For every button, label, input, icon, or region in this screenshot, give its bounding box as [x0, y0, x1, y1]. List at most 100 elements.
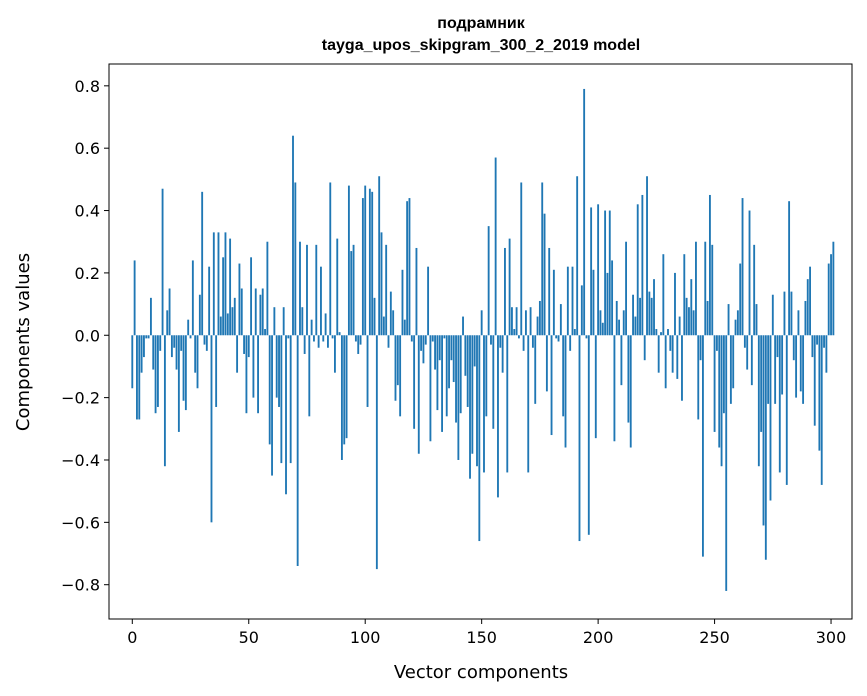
- bar-258: [732, 335, 735, 389]
- bar-21: [180, 335, 183, 351]
- bar-289: [804, 300, 807, 336]
- bar-218: [639, 297, 641, 336]
- y-tick-label: −0.2: [61, 389, 100, 408]
- bar-229: [664, 335, 667, 389]
- bar-193: [580, 285, 583, 336]
- bar-195: [585, 335, 588, 339]
- bar-292: [811, 335, 814, 358]
- bar-172: [531, 335, 534, 348]
- bar-105: [375, 335, 378, 570]
- bar-187: [566, 266, 569, 336]
- bar-265: [748, 210, 751, 336]
- bar-240: [690, 279, 693, 336]
- bar-59: [268, 335, 271, 445]
- bar-271: [762, 335, 765, 526]
- bar-205: [608, 210, 611, 336]
- bar-203: [604, 210, 607, 336]
- bar-191: [576, 176, 579, 336]
- bar-11: [156, 335, 159, 407]
- bar-253: [720, 335, 723, 467]
- bar-197: [590, 207, 593, 336]
- bar-90: [340, 335, 343, 460]
- bar-166: [518, 335, 520, 339]
- bar-137: [450, 335, 453, 361]
- bar-279: [781, 335, 784, 395]
- bar-266: [750, 335, 753, 386]
- bar-53: [254, 288, 257, 336]
- bar-262: [741, 198, 744, 336]
- x-tick-label: 150: [466, 628, 497, 647]
- y-tick-label: −0.4: [61, 451, 100, 470]
- bar-101: [366, 335, 369, 407]
- bar-5: [143, 335, 145, 358]
- bar-248: [708, 194, 711, 336]
- bar-162: [508, 238, 511, 336]
- bar-231: [669, 335, 672, 351]
- bar-190: [573, 329, 576, 336]
- y-tick-label: 0.8: [75, 77, 100, 96]
- bar-106: [378, 176, 381, 336]
- bar-209: [618, 319, 621, 336]
- bar-155: [492, 335, 495, 429]
- bar-102: [368, 188, 371, 336]
- bar-30: [201, 191, 204, 336]
- bar-244: [699, 335, 702, 361]
- bar-72: [299, 241, 301, 336]
- bar-212: [625, 241, 627, 336]
- bar-131: [436, 335, 439, 411]
- bar-149: [478, 335, 481, 542]
- bar-116: [401, 269, 404, 336]
- bar-54: [257, 335, 259, 414]
- bar-77: [310, 319, 313, 336]
- bar-202: [601, 322, 604, 336]
- bar-91: [343, 335, 346, 445]
- bar-51: [250, 257, 253, 336]
- x-tick-label: 100: [350, 628, 381, 647]
- bar-46: [238, 263, 241, 336]
- bar-118: [406, 201, 409, 336]
- bar-300: [830, 254, 832, 336]
- bar-92: [345, 335, 348, 439]
- bar-176: [541, 182, 544, 336]
- bar-4: [140, 335, 143, 373]
- bar-208: [615, 300, 618, 336]
- bar-194: [583, 88, 586, 336]
- bar-293: [813, 335, 816, 426]
- bar-31: [203, 335, 206, 345]
- bar-12: [159, 335, 162, 351]
- bar-186: [564, 335, 567, 448]
- y-axis-ticks: −0.8 −0.6 −0.4 −0.2 0.0 0.2 0.4 0.6 0.8: [61, 77, 109, 595]
- bar-219: [641, 194, 644, 336]
- bar-228: [662, 254, 665, 336]
- bar-201: [599, 310, 602, 336]
- bar-35: [212, 232, 215, 336]
- bar-97: [357, 335, 360, 354]
- bar-160: [504, 247, 506, 336]
- bar-142: [462, 316, 464, 336]
- bar-100: [364, 185, 367, 336]
- bar-139: [455, 335, 457, 423]
- bar-189: [571, 266, 574, 336]
- bar-23: [184, 335, 187, 411]
- bar-221: [646, 176, 648, 336]
- bar-236: [681, 335, 683, 401]
- x-tick-label: 50: [239, 628, 259, 647]
- bar-7: [147, 335, 150, 339]
- bar-178: [545, 335, 548, 392]
- bar-109: [385, 244, 388, 336]
- bar-9: [152, 335, 155, 370]
- bar-200: [597, 204, 600, 336]
- bar-95: [352, 244, 355, 336]
- bar-146: [471, 335, 474, 454]
- bar-37: [217, 232, 220, 336]
- bar-163: [511, 307, 513, 336]
- bar-123: [417, 335, 420, 454]
- bar-235: [678, 316, 681, 336]
- bar-298: [825, 335, 828, 373]
- bar-36: [215, 335, 218, 407]
- bar-188: [569, 335, 572, 351]
- bar-94: [350, 251, 353, 336]
- y-tick-label: 0.6: [75, 139, 100, 158]
- bar-3: [138, 335, 141, 420]
- bar-277: [776, 335, 779, 358]
